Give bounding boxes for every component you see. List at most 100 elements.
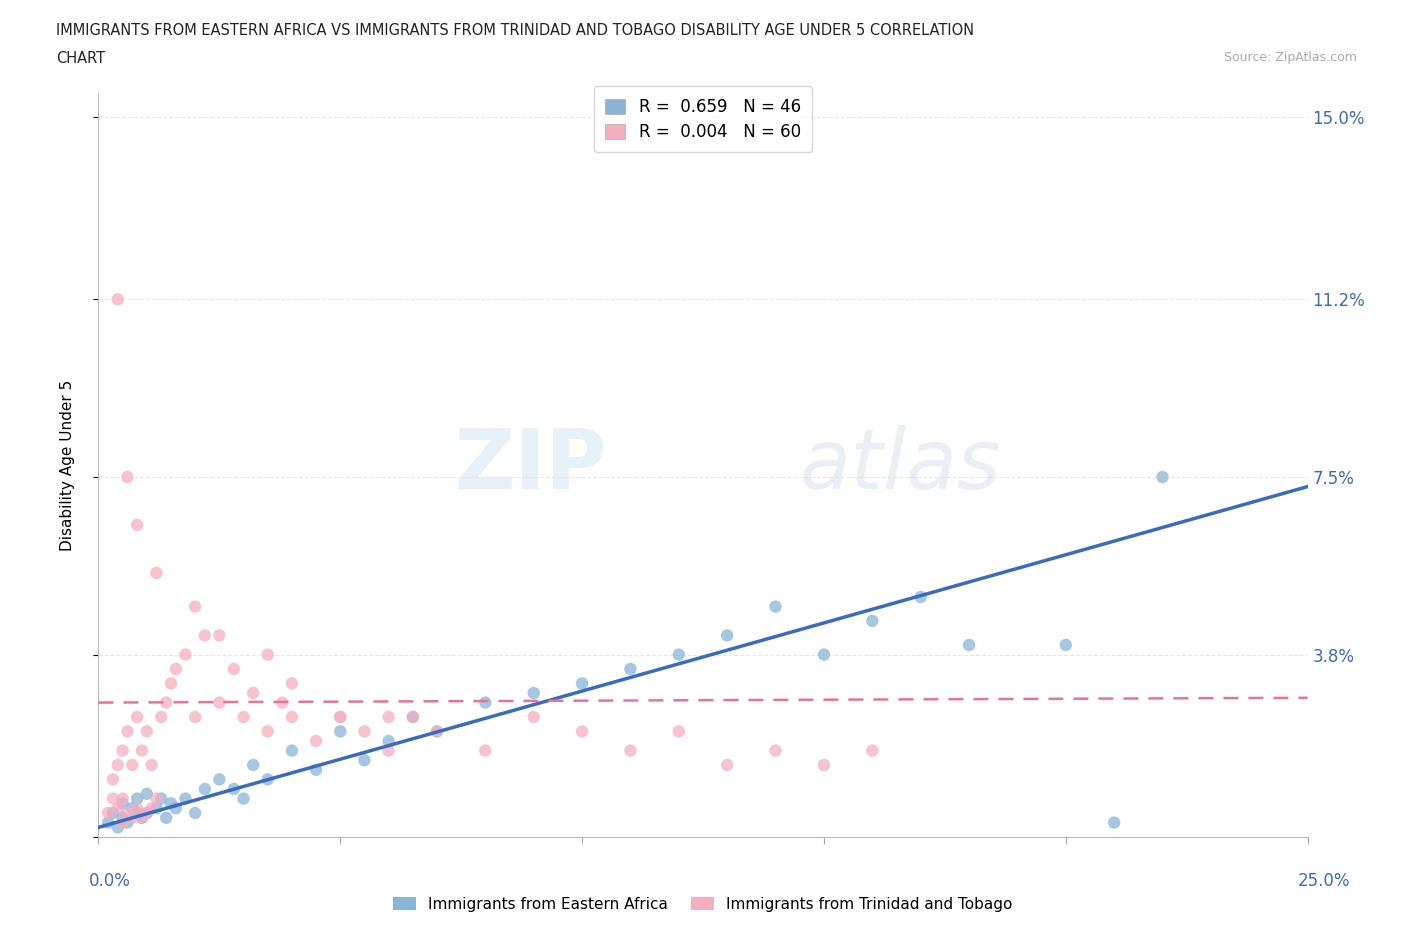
Point: [101, 805, 124, 820]
Point: [208, 772, 231, 787]
Point: [271, 695, 294, 710]
Point: [377, 734, 399, 749]
Point: [141, 801, 163, 816]
Point: [813, 758, 835, 773]
Point: [97, 816, 120, 830]
Point: [329, 710, 352, 724]
Point: [194, 781, 217, 796]
Point: [619, 743, 641, 758]
Point: [281, 743, 304, 758]
Point: [305, 734, 328, 749]
Point: [668, 647, 690, 662]
Point: [101, 791, 124, 806]
Point: [1102, 816, 1125, 830]
Point: [141, 758, 163, 773]
Point: [523, 685, 546, 700]
Point: [127, 710, 149, 724]
Text: ZIP: ZIP: [454, 424, 606, 506]
Point: [145, 565, 167, 580]
Point: [111, 816, 134, 830]
Point: [426, 724, 449, 738]
Point: [131, 810, 153, 825]
Point: [107, 820, 129, 835]
Point: [242, 758, 264, 773]
Point: [127, 518, 149, 533]
Point: [1152, 470, 1174, 485]
Legend: Immigrants from Eastern Africa, Immigrants from Trinidad and Tobago: Immigrants from Eastern Africa, Immigran…: [387, 890, 1019, 918]
Point: [329, 710, 352, 724]
Point: [910, 590, 932, 604]
Point: [111, 810, 134, 825]
Point: [107, 292, 129, 307]
Point: [121, 810, 143, 825]
Point: [353, 724, 375, 738]
Point: [155, 810, 177, 825]
Text: CHART: CHART: [56, 51, 105, 66]
Point: [174, 647, 197, 662]
Point: [160, 676, 183, 691]
Point: [184, 710, 207, 724]
Point: [256, 772, 278, 787]
Point: [127, 791, 149, 806]
Point: [222, 661, 245, 676]
Point: [208, 628, 231, 643]
Point: [232, 710, 254, 724]
Point: [121, 758, 143, 773]
Point: [402, 710, 425, 724]
Point: [860, 743, 883, 758]
Point: [256, 647, 278, 662]
Point: [222, 781, 245, 796]
Text: IMMIGRANTS FROM EASTERN AFRICA VS IMMIGRANTS FROM TRINIDAD AND TOBAGO DISABILITY: IMMIGRANTS FROM EASTERN AFRICA VS IMMIGR…: [56, 23, 974, 38]
Point: [860, 614, 883, 629]
Point: [121, 801, 143, 816]
Point: [281, 710, 304, 724]
Point: [97, 805, 120, 820]
Point: [353, 752, 375, 767]
Point: [426, 724, 449, 738]
Point: [135, 805, 157, 820]
Point: [150, 710, 173, 724]
Point: [765, 743, 787, 758]
Point: [208, 695, 231, 710]
Point: [117, 816, 139, 830]
Point: [165, 801, 187, 816]
Point: [813, 647, 835, 662]
Point: [111, 796, 134, 811]
Point: [256, 724, 278, 738]
Point: [305, 763, 328, 777]
Y-axis label: Disability Age Under 5: Disability Age Under 5: [60, 379, 75, 551]
Point: [716, 758, 738, 773]
Point: [194, 628, 217, 643]
Point: [765, 599, 787, 614]
Point: [377, 743, 399, 758]
Point: [150, 791, 173, 806]
Point: [135, 805, 157, 820]
Point: [184, 805, 207, 820]
Point: [101, 772, 124, 787]
Point: [571, 676, 593, 691]
Point: [135, 724, 157, 738]
Point: [957, 638, 980, 653]
Point: [131, 810, 153, 825]
Point: [329, 724, 352, 738]
Point: [107, 758, 129, 773]
Point: [127, 801, 149, 816]
Point: [117, 470, 139, 485]
Point: [145, 801, 167, 816]
Point: [135, 787, 157, 802]
Legend: R =  0.659   N = 46, R =  0.004   N = 60: R = 0.659 N = 46, R = 0.004 N = 60: [593, 86, 813, 153]
Point: [127, 805, 149, 820]
Text: 25.0%: 25.0%: [1298, 872, 1351, 890]
Point: [474, 743, 496, 758]
Point: [1054, 638, 1077, 653]
Point: [145, 791, 167, 806]
Point: [107, 801, 129, 816]
Point: [117, 724, 139, 738]
Point: [131, 743, 153, 758]
Point: [619, 661, 641, 676]
Point: [111, 791, 134, 806]
Text: atlas: atlas: [800, 424, 1001, 506]
Text: 0.0%: 0.0%: [89, 872, 131, 890]
Point: [155, 695, 177, 710]
Point: [242, 685, 264, 700]
